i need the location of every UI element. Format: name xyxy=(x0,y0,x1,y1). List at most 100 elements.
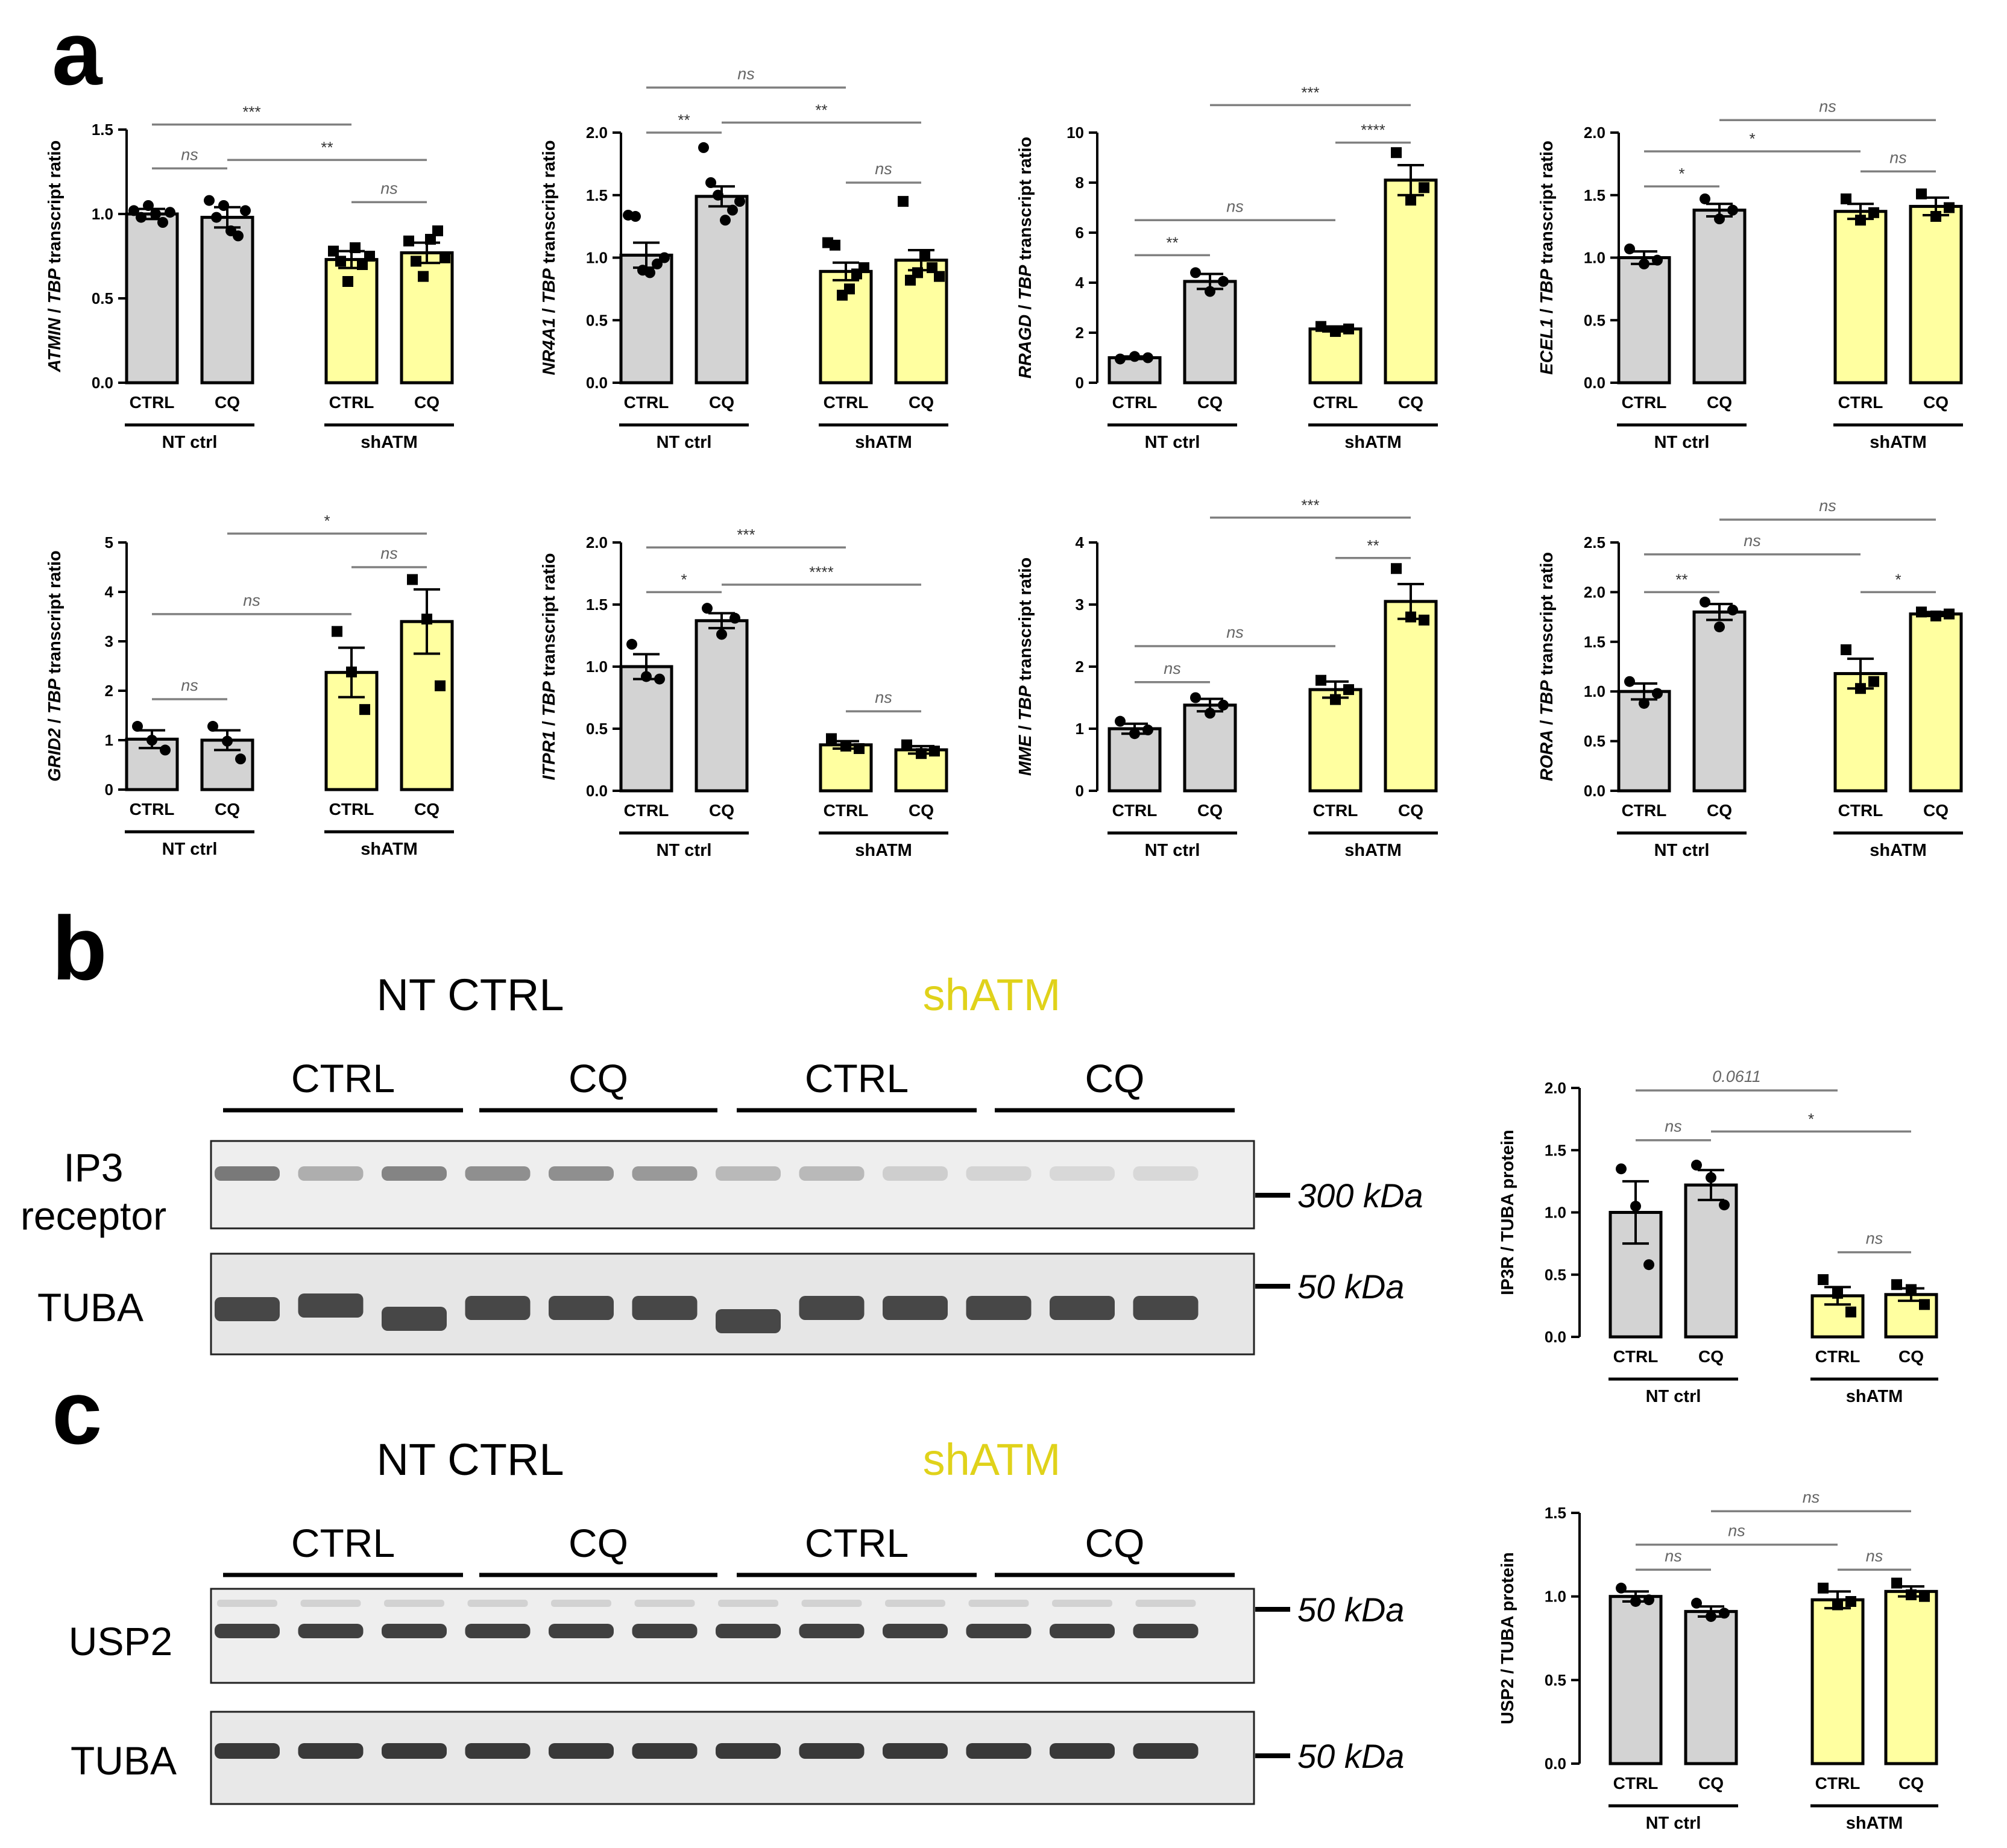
y-tick-label: 4 xyxy=(1076,533,1085,552)
data-point xyxy=(1405,611,1416,623)
y-axis-label: NR4A1 / TBP transcript ratio xyxy=(540,140,559,376)
blot-band xyxy=(549,1296,614,1320)
significance-label: 0.0611 xyxy=(1712,1067,1761,1086)
data-point xyxy=(1639,697,1649,709)
data-point xyxy=(1643,1594,1654,1606)
blot-band xyxy=(1050,1296,1115,1320)
significance-label: ns xyxy=(1819,97,1836,115)
data-point xyxy=(1868,676,1879,687)
data-point xyxy=(136,212,147,223)
significance-label: ns xyxy=(1889,148,1907,166)
y-axis-label: ITPR1 / TBP transcript ratio xyxy=(540,553,559,780)
significance-label: ns xyxy=(1665,1117,1682,1136)
significance-label: ** xyxy=(815,101,827,119)
y-tick-label: 1.0 xyxy=(1584,682,1605,700)
data-point xyxy=(1218,699,1229,711)
data-point xyxy=(1391,563,1402,574)
y-axis-label: GRID2 / TBP transcript ratio xyxy=(45,550,65,782)
data-point xyxy=(1919,1299,1930,1310)
y-tick-label: 4 xyxy=(105,583,114,601)
data-point xyxy=(929,746,940,757)
data-point xyxy=(630,211,641,222)
blot-band-faint xyxy=(551,1600,611,1607)
y-tick-label: 3 xyxy=(105,632,113,650)
significance-label: ns xyxy=(875,160,892,178)
data-point xyxy=(698,142,709,153)
y-tick-label: 1.5 xyxy=(586,596,608,614)
bar xyxy=(695,619,749,793)
gene-name: RORA xyxy=(1537,730,1557,781)
data-point xyxy=(204,195,215,206)
category-label: CTRL xyxy=(1838,801,1883,820)
y-axis-label: ECEL1 / TBP transcript ratio xyxy=(1537,140,1557,374)
data-point xyxy=(898,196,909,207)
bar xyxy=(1183,703,1237,793)
significance-label: *** xyxy=(242,103,260,121)
data-point xyxy=(1419,182,1429,193)
y-tick-label: 0.5 xyxy=(1584,311,1605,329)
bar xyxy=(1384,178,1438,385)
significance-label: ns xyxy=(1164,659,1181,677)
blot-band xyxy=(883,1624,948,1638)
data-point xyxy=(1930,211,1941,222)
y-tick-label: 2.0 xyxy=(1584,583,1605,601)
group-label: NT ctrl xyxy=(162,433,218,452)
y-tick-label: 1.0 xyxy=(1545,1588,1566,1606)
category-label: CTRL xyxy=(824,393,869,412)
data-point xyxy=(927,262,937,274)
data-point xyxy=(1330,325,1341,337)
blot-band xyxy=(799,1743,865,1759)
group-label: shATM xyxy=(361,840,418,859)
blot-band xyxy=(883,1743,948,1759)
data-point xyxy=(1419,614,1429,626)
significance-label: ns xyxy=(1226,197,1244,215)
y-tick-label: 8 xyxy=(1076,174,1084,192)
chart-atmin: 0.0 0.5 1.0 1.5 ATMIN / TBP transcript ratio… xyxy=(45,103,454,452)
y-tick-label: 0.5 xyxy=(586,311,608,329)
data-point xyxy=(143,200,154,211)
y-tick-label: 2.0 xyxy=(1584,124,1605,142)
data-point xyxy=(901,739,912,750)
data-point xyxy=(1691,1160,1702,1171)
bar xyxy=(1608,1595,1663,1765)
data-point xyxy=(1115,715,1126,727)
data-point xyxy=(411,256,421,267)
significance-label: ns xyxy=(1744,532,1761,550)
protein-label: IP3 receptor xyxy=(20,1145,166,1238)
blot-band xyxy=(298,1166,364,1181)
bar xyxy=(1617,256,1671,385)
data-point xyxy=(1190,267,1201,278)
ref-gene: TBP xyxy=(1537,680,1557,715)
blot-band xyxy=(465,1166,531,1181)
data-point xyxy=(1129,351,1140,362)
data-point xyxy=(1115,353,1126,365)
data-point xyxy=(1624,676,1635,687)
y-tick-label: 0.0 xyxy=(586,374,608,392)
y-axis-label: USP2 / TUBA protein xyxy=(1498,1552,1517,1724)
lane-label: CQ xyxy=(569,1521,628,1565)
significance-label: ** xyxy=(321,138,333,156)
group-label: shATM xyxy=(1846,1387,1903,1406)
blot-band-faint xyxy=(634,1600,695,1607)
bar xyxy=(200,216,254,385)
y-tick-label: 1.5 xyxy=(1584,633,1605,651)
significance-label: *** xyxy=(1301,83,1319,101)
category-label: CTRL xyxy=(1622,393,1667,412)
blot-band-faint xyxy=(885,1600,945,1607)
blot-band-faint xyxy=(217,1600,277,1607)
data-point xyxy=(1855,683,1866,694)
significance-label: ns xyxy=(380,179,398,197)
data-point xyxy=(1916,188,1927,200)
blot-band xyxy=(382,1624,447,1638)
category-label: CQ xyxy=(909,801,934,820)
data-point xyxy=(1906,1284,1917,1295)
gene-name: GRID2 xyxy=(45,728,65,782)
data-point xyxy=(132,721,143,732)
blot-band xyxy=(1133,1296,1199,1320)
data-point xyxy=(1906,1589,1917,1600)
y-tick-label: 1.0 xyxy=(1545,1204,1566,1222)
category-label: CTRL xyxy=(624,801,669,820)
data-point xyxy=(359,704,370,715)
y-tick-label: 10 xyxy=(1067,124,1084,142)
data-point xyxy=(1855,215,1866,226)
